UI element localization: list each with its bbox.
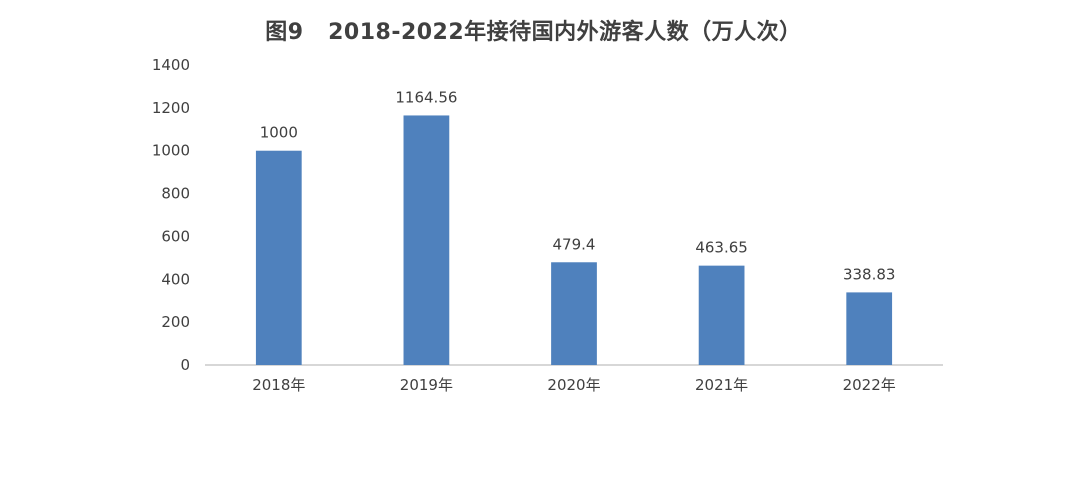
bar-2018 xyxy=(255,150,302,365)
y-tick-label: 0 xyxy=(180,356,190,374)
x-tick-label: 2019年 xyxy=(400,376,453,394)
x-tick-label: 2021年 xyxy=(695,376,748,394)
bar-2021 xyxy=(698,265,745,365)
y-tick-label: 800 xyxy=(161,185,190,203)
bar-2019 xyxy=(403,115,450,365)
y-tick-label: 200 xyxy=(161,313,190,331)
data-label: 338.83 xyxy=(843,265,896,283)
data-label: 1164.56 xyxy=(395,88,457,106)
data-label: 479.4 xyxy=(553,235,596,253)
x-tick-label: 2022年 xyxy=(843,376,896,394)
y-tick-label: 1200 xyxy=(152,99,190,117)
y-tick-label: 600 xyxy=(161,227,190,245)
bar-2020 xyxy=(551,262,597,365)
data-label: 463.65 xyxy=(695,239,748,257)
y-tick-label: 1000 xyxy=(152,142,190,160)
y-tick-label: 1400 xyxy=(152,56,190,74)
y-tick-label: 400 xyxy=(161,270,190,288)
x-tick-label: 2020年 xyxy=(547,376,600,394)
data-label: 1000 xyxy=(260,124,298,142)
bar-2022 xyxy=(846,292,893,365)
chart-title: 图9 2018-2022年接待国内外游客人数（万人次） xyxy=(265,20,802,45)
x-tick-label: 2018年 xyxy=(252,376,305,394)
